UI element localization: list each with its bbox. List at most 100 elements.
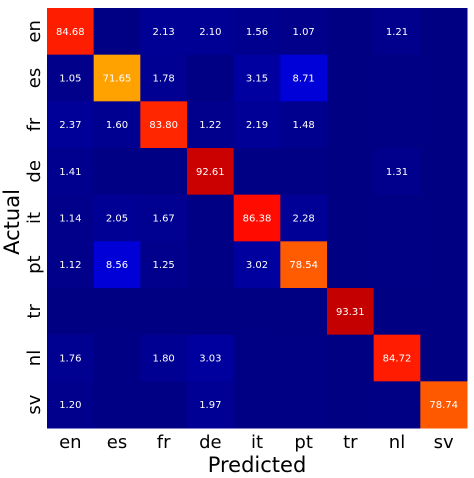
heatmap-cell-pt-sv [420,241,468,289]
heatmap-cell-fr-en [47,101,95,149]
cell-value-label: 86.38 [243,214,272,225]
heatmap-cell-nl-tr [327,334,375,382]
cell-value-label: 2.28 [293,214,315,225]
heatmap-cell-sv-nl [373,381,421,429]
x-tick-label-it: it [251,432,263,453]
heatmap-cell-tr-nl [373,288,421,336]
heatmap-cell-es-fr [140,54,188,102]
heatmap-cell-nl-es [93,334,141,382]
heatmap-cell-pt-tr [327,241,375,289]
heatmap-cell-tr-de [187,288,235,336]
heatmap-cell-en-es [93,8,141,56]
heatmap-cell-pt-pt [280,241,328,289]
heatmap-cell-es-it [233,54,281,102]
x-tick-label-en: en [59,432,81,453]
heatmap-cell-de-pt [280,148,328,196]
heatmap-cell-tr-fr [140,288,188,336]
y-axis-tick-labels: en es fr de it pt tr nl sv [24,20,45,415]
cell-value-label: 3.03 [199,354,221,365]
y-tick-label-nl: nl [24,350,45,366]
heatmap-cell-it-pt [280,194,328,242]
cell-value-label: 78.54 [289,260,318,271]
cell-value-label: 2.13 [153,27,175,38]
heatmap-cell-it-it [233,194,281,242]
cell-value-label: 78.74 [429,400,458,411]
cell-value-label: 2.10 [199,27,221,38]
y-tick-label-it: it [24,212,45,224]
heatmap-cell-en-tr [327,8,375,56]
heatmap-cell-it-en [47,194,95,242]
heatmap-cell-pt-de [187,241,235,289]
y-tick-label-en: en [24,20,45,42]
heatmap-cell-es-en [47,54,95,102]
cell-value-label: 1.07 [293,27,315,38]
cell-value-label: 1.21 [386,27,408,38]
heatmap-cell-es-pt [280,54,328,102]
y-tick-label-de: de [24,160,45,183]
y-tick-label-sv: sv [24,394,45,414]
heatmap-cell-it-nl [373,194,421,242]
heatmap-cell-nl-sv [420,334,468,382]
heatmap-cell-sv-de [187,381,235,429]
cell-value-label: 1.97 [199,400,221,411]
cell-value-label: 2.05 [106,214,128,225]
heatmap-cell-fr-it [233,101,281,149]
heatmap-cell-pt-it [233,241,281,289]
x-tick-label-fr: fr [157,432,171,453]
y-tick-label-es: es [24,68,45,88]
heatmap-cell-it-es [93,194,141,242]
heatmap-cell-tr-sv [420,288,468,336]
cell-value-label: 1.56 [246,27,268,38]
heatmap-cell-it-sv [420,194,468,242]
cell-value-label: 1.20 [59,400,81,411]
cell-value-label: 1.67 [153,214,175,225]
heatmap-cell-tr-pt [280,288,328,336]
cell-value-label: 1.05 [59,74,81,85]
heatmap-cell-de-en [47,148,95,196]
heatmap-cell-sv-pt [280,381,328,429]
heatmap-cell-nl-nl [373,334,421,382]
heatmap-cell-tr-tr [327,288,375,336]
heatmap-cell-sv-tr [327,381,375,429]
heatmap-cell-nl-it [233,334,281,382]
heatmap-cell-de-es [93,148,141,196]
heatmap-cell-en-en [47,8,95,56]
heatmap-cell-fr-de [187,101,235,149]
y-tick-label-tr: tr [24,304,45,319]
heatmap-cell-es-nl [373,54,421,102]
cell-value-label: 1.14 [59,214,81,225]
cell-value-label: 1.48 [293,120,315,131]
cell-value-label: 1.60 [106,120,128,131]
heatmap-cell-pt-fr [140,241,188,289]
heatmap-cell-tr-en [47,288,95,336]
heatmap-cell-nl-pt [280,334,328,382]
heatmap-cell-de-nl [373,148,421,196]
y-tick-label-fr: fr [24,117,45,131]
heatmap-cell-nl-en [47,334,95,382]
heatmap-cell-de-tr [327,148,375,196]
heatmap-cell-de-fr [140,148,188,196]
cell-value-label: 1.41 [59,167,81,178]
cell-value-label: 71.65 [103,74,132,85]
heatmap-cell-fr-tr [327,101,375,149]
cell-value-label: 3.02 [246,260,268,271]
cell-value-label: 1.31 [386,167,408,178]
heatmap-cell-sv-sv [420,381,468,429]
y-tick-label-pt: pt [24,255,45,273]
heatmap-cell-fr-sv [420,101,468,149]
cell-value-label: 84.72 [383,354,412,365]
heatmap-cell-pt-nl [373,241,421,289]
heatmap-cell-en-sv [420,8,468,56]
x-tick-label-pt: pt [294,432,312,453]
cell-value-label: 92.61 [196,167,225,178]
heatmap-cell-sv-fr [140,381,188,429]
heatmap-cell-sv-it [233,381,281,429]
heatmap-cell-en-nl [373,8,421,56]
cell-value-label: 2.19 [246,120,268,131]
heatmap-cell-fr-fr [140,101,188,149]
heatmap-cell-en-fr [140,8,188,56]
heatmap-cell-es-tr [327,54,375,102]
cell-value-label: 83.80 [149,120,178,131]
cell-value-label: 93.31 [336,307,365,318]
